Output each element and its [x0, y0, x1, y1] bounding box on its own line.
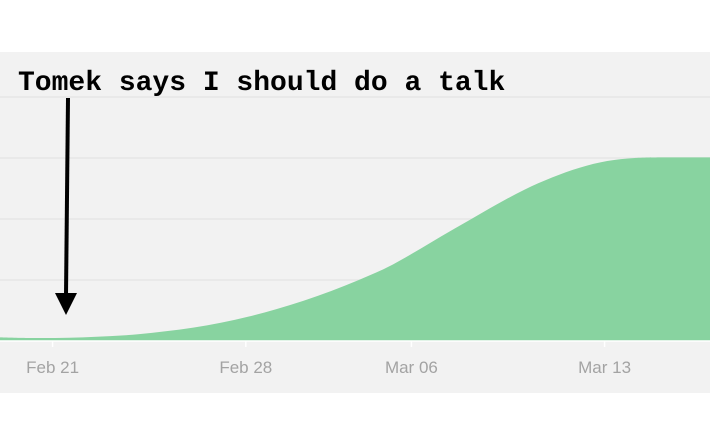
annotation-arrow-shaft — [64, 97, 70, 297]
area-fill — [0, 157, 710, 341]
x-tick-label: Feb 21 — [26, 358, 79, 377]
annotation: Tomek says I should do a talk — [18, 68, 505, 315]
x-tick-label: Mar 06 — [385, 358, 438, 377]
area-series — [0, 157, 710, 341]
annotation-text: Tomek says I should do a talk — [18, 68, 505, 99]
annotation-arrow-head — [55, 293, 77, 315]
x-tick-label: Mar 13 — [578, 358, 631, 377]
x-tick-label: Feb 28 — [219, 358, 272, 377]
x-axis: Feb 21 Feb 28 Mar 06 Mar 13 — [26, 341, 631, 377]
